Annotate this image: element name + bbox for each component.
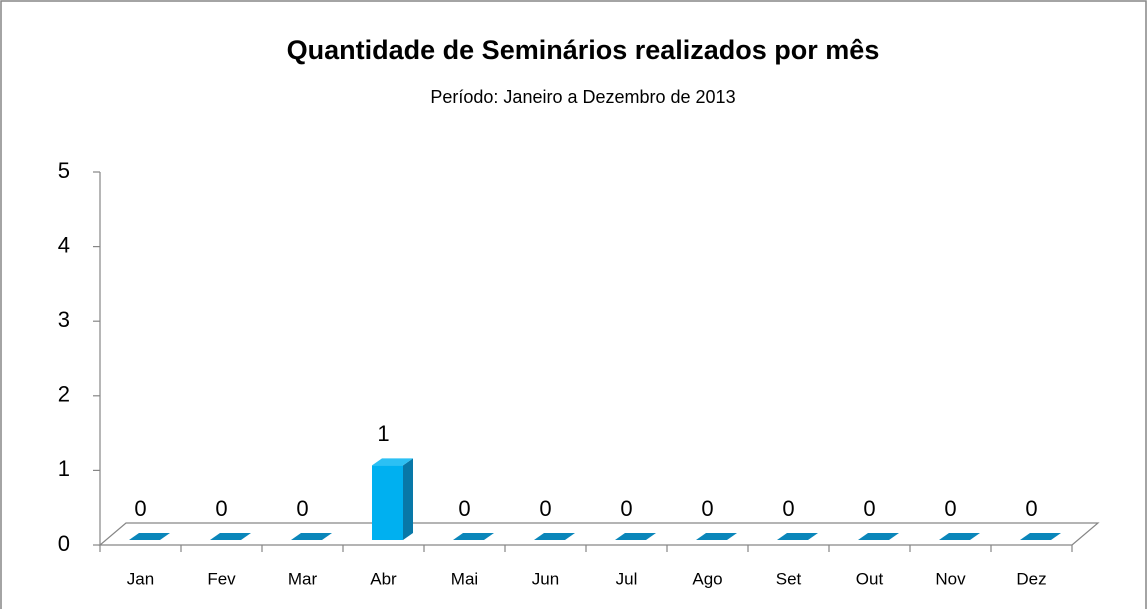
- data-label: 0: [620, 496, 632, 521]
- bar-top: [534, 533, 575, 540]
- bar-top: [1020, 533, 1061, 540]
- y-tick-label: 2: [58, 382, 70, 407]
- bar-side: [403, 458, 413, 540]
- bar: [129, 533, 170, 540]
- data-label: 0: [701, 496, 713, 521]
- data-label: 0: [1025, 496, 1037, 521]
- data-label: 0: [296, 496, 308, 521]
- bar-front: [372, 465, 403, 540]
- x-tick-label: Mar: [288, 569, 318, 588]
- bar-top: [615, 533, 656, 540]
- data-label: 0: [944, 496, 956, 521]
- bar: [372, 458, 413, 540]
- x-tick-label: Abr: [370, 569, 397, 588]
- y-tick-label: 4: [58, 232, 70, 257]
- y-tick-label: 3: [58, 307, 70, 332]
- bar-top: [777, 533, 818, 540]
- bar-top: [372, 458, 413, 466]
- chart-subtitle: Período: Janeiro a Dezembro de 2013: [430, 87, 735, 107]
- x-tick-label: Dez: [1016, 569, 1046, 588]
- x-tick-label: Set: [776, 569, 802, 588]
- data-label: 0: [134, 496, 146, 521]
- bar: [210, 533, 251, 540]
- chart-title: Quantidade de Seminários realizados por …: [287, 35, 880, 65]
- bar-top: [291, 533, 332, 540]
- bar: [696, 533, 737, 540]
- bar-top: [858, 533, 899, 540]
- bar: [1020, 533, 1061, 540]
- bar-top: [696, 533, 737, 540]
- bar-top: [129, 533, 170, 540]
- data-label: 1: [377, 421, 389, 446]
- bar: [534, 533, 575, 540]
- x-tick-label: Out: [856, 569, 884, 588]
- data-label: 0: [782, 496, 794, 521]
- data-label: 0: [215, 496, 227, 521]
- data-label: 0: [539, 496, 551, 521]
- bar: [291, 533, 332, 540]
- data-label: 0: [458, 496, 470, 521]
- x-tick-label: Nov: [935, 569, 966, 588]
- y-tick-label: 0: [58, 531, 70, 556]
- x-tick-label: Jan: [127, 569, 154, 588]
- bar: [939, 533, 980, 540]
- x-tick-label: Ago: [692, 569, 722, 588]
- x-tick-label: Jun: [532, 569, 559, 588]
- bar-top: [939, 533, 980, 540]
- x-tick-label: Mai: [451, 569, 478, 588]
- bar: [453, 533, 494, 540]
- data-label: 0: [863, 496, 875, 521]
- y-tick-label: 1: [58, 456, 70, 481]
- bar: [858, 533, 899, 540]
- y-tick-label: 5: [58, 158, 70, 183]
- bar: [615, 533, 656, 540]
- x-tick-label: Fev: [207, 569, 236, 588]
- bar-top: [210, 533, 251, 540]
- x-tick-label: Jul: [616, 569, 638, 588]
- bar-top: [453, 533, 494, 540]
- bar: [777, 533, 818, 540]
